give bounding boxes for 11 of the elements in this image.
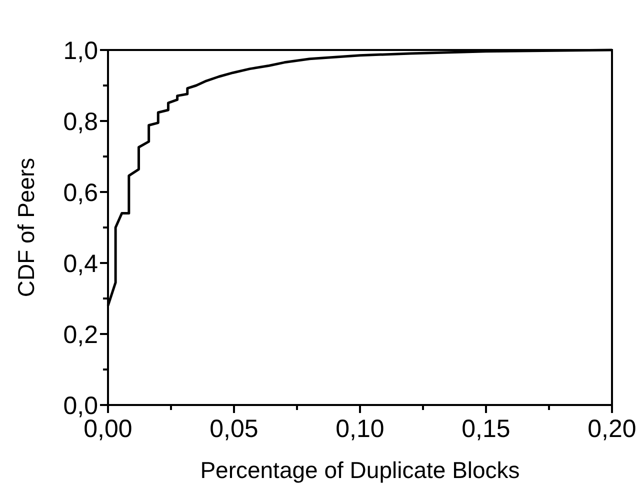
y-tick-label: 0,6 (63, 179, 98, 207)
y-tick-label: 0,8 (63, 108, 98, 136)
x-axis-title: Percentage of Duplicate Blocks (200, 457, 520, 483)
y-tick-label: 0,2 (63, 321, 98, 349)
x-tick-label: 0,10 (336, 415, 384, 443)
x-tick-label: 0,15 (462, 415, 510, 443)
x-tick-label: 0,05 (210, 415, 258, 443)
x-tick-label: 0,20 (588, 415, 636, 443)
y-tick-label: 0,4 (63, 250, 98, 278)
y-tick-label: 1,0 (63, 37, 98, 65)
y-axis-title: CDF of Peers (13, 158, 39, 298)
